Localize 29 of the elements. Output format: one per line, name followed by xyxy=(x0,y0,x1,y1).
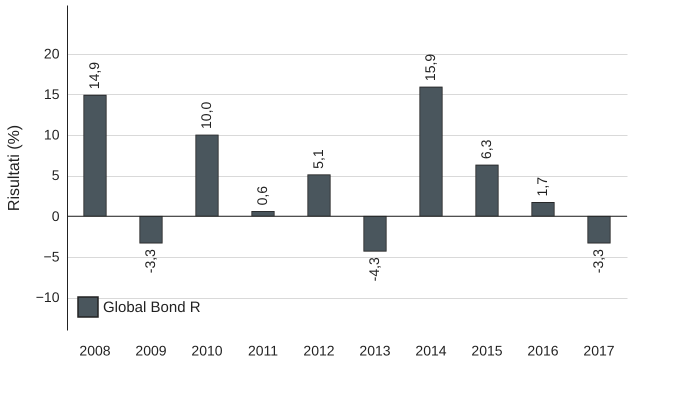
y-tick-label: 20 xyxy=(44,45,60,62)
x-tick-label: 2013 xyxy=(359,342,391,358)
x-tick-label: 2017 xyxy=(583,342,615,358)
y-tick-label: 15 xyxy=(44,86,60,102)
data-label: -3,3 xyxy=(142,248,158,274)
x-tick-label: 2011 xyxy=(248,342,278,358)
x-tick-label: 2008 xyxy=(79,342,111,358)
y-tick-label: −5 xyxy=(44,248,60,264)
x-tick-label: 2015 xyxy=(471,342,503,358)
data-label: 15,9 xyxy=(422,54,438,82)
data-label: 5,1 xyxy=(310,149,326,169)
data-label: 10,0 xyxy=(198,102,214,129)
y-axis-title: Risultati (%) xyxy=(6,124,23,212)
y-tick-label: 0 xyxy=(52,208,60,224)
data-label: -4,3 xyxy=(366,256,382,282)
x-tick-label: 2016 xyxy=(527,342,559,358)
data-label: 0,6 xyxy=(254,186,270,206)
y-tick-label: 5 xyxy=(52,167,60,184)
y-tick-label: −10 xyxy=(36,289,60,305)
x-tick-label: 2012 xyxy=(303,342,335,358)
data-label: -3,3 xyxy=(590,248,606,274)
x-tick-label: 2010 xyxy=(191,342,223,358)
x-tick-label: 2014 xyxy=(415,342,447,358)
legend-label: Global Bond R xyxy=(103,299,201,316)
x-tick-label: 2009 xyxy=(135,342,167,358)
y-tick-label: 10 xyxy=(44,126,60,142)
data-label: 6,3 xyxy=(478,139,494,160)
data-label: 14,9 xyxy=(86,62,102,90)
data-label: 1,7 xyxy=(534,176,550,196)
